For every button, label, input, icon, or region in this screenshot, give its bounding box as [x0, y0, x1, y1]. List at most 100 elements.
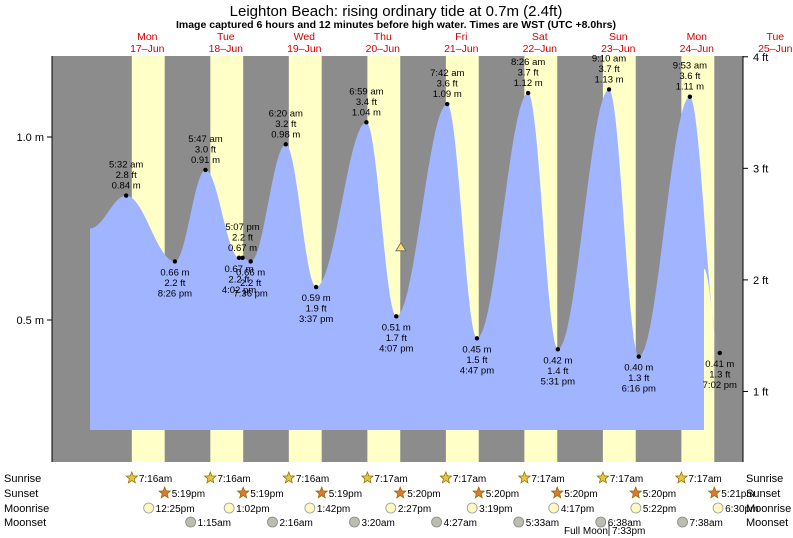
event-time: 5:19pm — [172, 489, 205, 500]
tide-point — [555, 347, 561, 352]
event-time: 7:17am — [531, 474, 564, 485]
tide-label: 5:47 am — [188, 134, 222, 145]
tide-curve — [90, 89, 720, 431]
tide-label: 1.11 m — [676, 82, 704, 93]
tide-point — [313, 284, 319, 290]
tide-point — [445, 101, 450, 107]
moonrise-icon — [630, 502, 642, 514]
row-label-right: Sunset — [746, 488, 780, 500]
day-date: 19–Jun — [287, 43, 322, 55]
tide-area — [90, 89, 720, 431]
sunset-icon — [236, 486, 250, 499]
sunrise-icon — [360, 471, 375, 484]
day-name: Sun — [609, 31, 628, 43]
chart-title: Leighton Beach: rising ordinary tide at … — [230, 3, 563, 20]
moonrise-icon — [466, 502, 478, 514]
sunrise-icon — [439, 471, 453, 484]
tide-point — [717, 350, 723, 356]
sunset-icon — [158, 486, 172, 499]
tide-label: 0.66 m — [236, 267, 265, 278]
event-time: 6:38am — [608, 518, 641, 529]
tide-point — [394, 314, 399, 319]
row-label-right: Sunrise — [746, 473, 783, 485]
tide-label: 1.09 m — [433, 89, 462, 100]
day-name: Fri — [455, 31, 467, 43]
tide-label: 0.91 m — [191, 155, 220, 166]
moonset-icon — [513, 516, 525, 528]
tide-label: 1.12 m — [514, 78, 543, 89]
day-name: Mon — [687, 31, 708, 43]
tide-label: 0.51 m — [382, 322, 411, 333]
sunrise-icon — [596, 471, 610, 484]
tide-label: 2.2 ft — [164, 278, 185, 289]
tide-point — [248, 259, 253, 264]
tide-label: 1.4 ft — [547, 366, 568, 377]
event-time: 1:02pm — [236, 504, 269, 515]
event-time: 7:38am — [690, 518, 723, 529]
event-time: 5:19pm — [250, 489, 283, 500]
event-time: 7:17am — [688, 474, 721, 485]
tide-label: 1.3 ft — [628, 373, 649, 384]
right-tick-label: 4 ft — [753, 52, 768, 64]
moonset-icon — [185, 516, 197, 528]
day-date: 24–Jun — [680, 43, 715, 55]
day-name: Sat — [532, 31, 548, 43]
event-time: 12:25pm — [156, 504, 195, 515]
tide-point — [636, 354, 642, 359]
tide-label: 6:59 am — [349, 86, 383, 97]
event-time: 7:16am — [296, 474, 329, 485]
tide-label: 6:16 pm — [622, 384, 656, 395]
tide-label: 3.4 ft — [356, 97, 377, 108]
chart-subtitle: Image captured 6 hours and 12 minutes be… — [176, 19, 616, 31]
tide-label: 4:07 pm — [379, 343, 413, 354]
sunset-icon — [550, 486, 564, 499]
event-time: 7:16am — [217, 474, 250, 485]
right-tick-label: 1 ft — [753, 386, 768, 398]
sunset-icon — [707, 486, 721, 499]
day-date: 23–Jun — [601, 43, 636, 55]
tide-point — [687, 94, 693, 99]
event-time: 5:20pm — [564, 489, 597, 500]
tide-labels: 5:32 am2.8 ft0.84 m0.66 m2.2 ft8:26 pm5:… — [109, 53, 737, 394]
sunrise-icon — [125, 471, 139, 484]
tide-label: 1.13 m — [595, 74, 624, 85]
sunset-icon — [393, 486, 407, 499]
moonset-icon — [677, 516, 688, 528]
row-label-left: Moonrise — [4, 503, 49, 515]
tide-label: 3.6 ft — [437, 79, 458, 90]
moonset-icon — [267, 516, 278, 528]
event-time: 5:20pm — [486, 489, 519, 500]
event-time: 5:22pm — [643, 504, 676, 515]
tide-label: 3.7 ft — [598, 64, 619, 75]
event-time: 5:21pm — [721, 489, 754, 500]
moonrise-icon — [304, 502, 316, 514]
tide-label: 0.40 m — [624, 363, 653, 374]
tide-label: 0.59 m — [302, 293, 331, 304]
tide-point — [236, 255, 242, 260]
sunrise-icon — [203, 471, 217, 484]
sunrise-icon — [282, 471, 296, 484]
day-name: Wed — [294, 31, 316, 43]
day-name: Mon — [137, 31, 158, 43]
tide-label: 2.8 ft — [116, 170, 137, 181]
event-time: 5:33am — [526, 518, 559, 529]
event-time: 1:15am — [198, 518, 231, 529]
event-time: 3:20am — [361, 518, 394, 529]
tide-point — [606, 87, 612, 92]
moonset-icon — [349, 516, 360, 528]
tide-label: 2.2 ft — [228, 274, 249, 285]
day-name: Tue — [766, 31, 784, 43]
day-date: 22–Jun — [523, 43, 558, 55]
tide-label: 5:31 pm — [541, 376, 575, 387]
event-time: 2:16am — [279, 518, 312, 529]
day-date: 25–Jun — [758, 43, 793, 55]
tide-label: 7:42 am — [430, 68, 464, 79]
tide-label: 6:20 am — [269, 108, 303, 119]
tide-label: 0.45 m — [462, 344, 491, 355]
tide-label: 0.66 m — [160, 267, 189, 278]
tide-label: 1.9 ft — [306, 304, 327, 315]
tide-label: 0.42 m — [543, 355, 572, 366]
moon-phase-label: Full Moon — [564, 526, 608, 537]
tide-point — [364, 120, 369, 125]
